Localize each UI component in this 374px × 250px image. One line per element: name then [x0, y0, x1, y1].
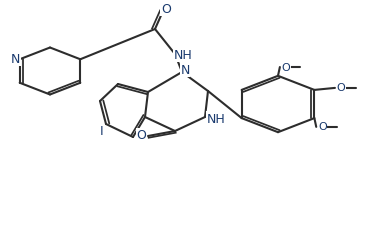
Text: N: N [180, 64, 190, 77]
Text: NH: NH [207, 112, 226, 125]
Text: NH: NH [174, 49, 193, 62]
Text: O: O [282, 62, 291, 72]
Text: O: O [337, 83, 346, 93]
Text: O: O [137, 129, 146, 142]
Text: I: I [100, 124, 103, 137]
Text: O: O [318, 122, 327, 132]
Text: O: O [161, 4, 171, 16]
Text: N: N [10, 53, 20, 66]
